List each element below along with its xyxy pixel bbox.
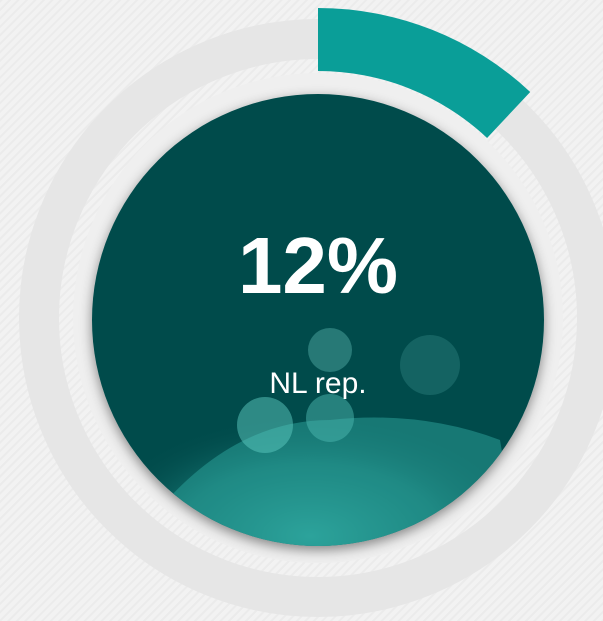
gauge-arc	[318, 8, 531, 138]
value-label: 12%	[238, 221, 398, 310]
category-label: NL rep.	[269, 367, 366, 400]
